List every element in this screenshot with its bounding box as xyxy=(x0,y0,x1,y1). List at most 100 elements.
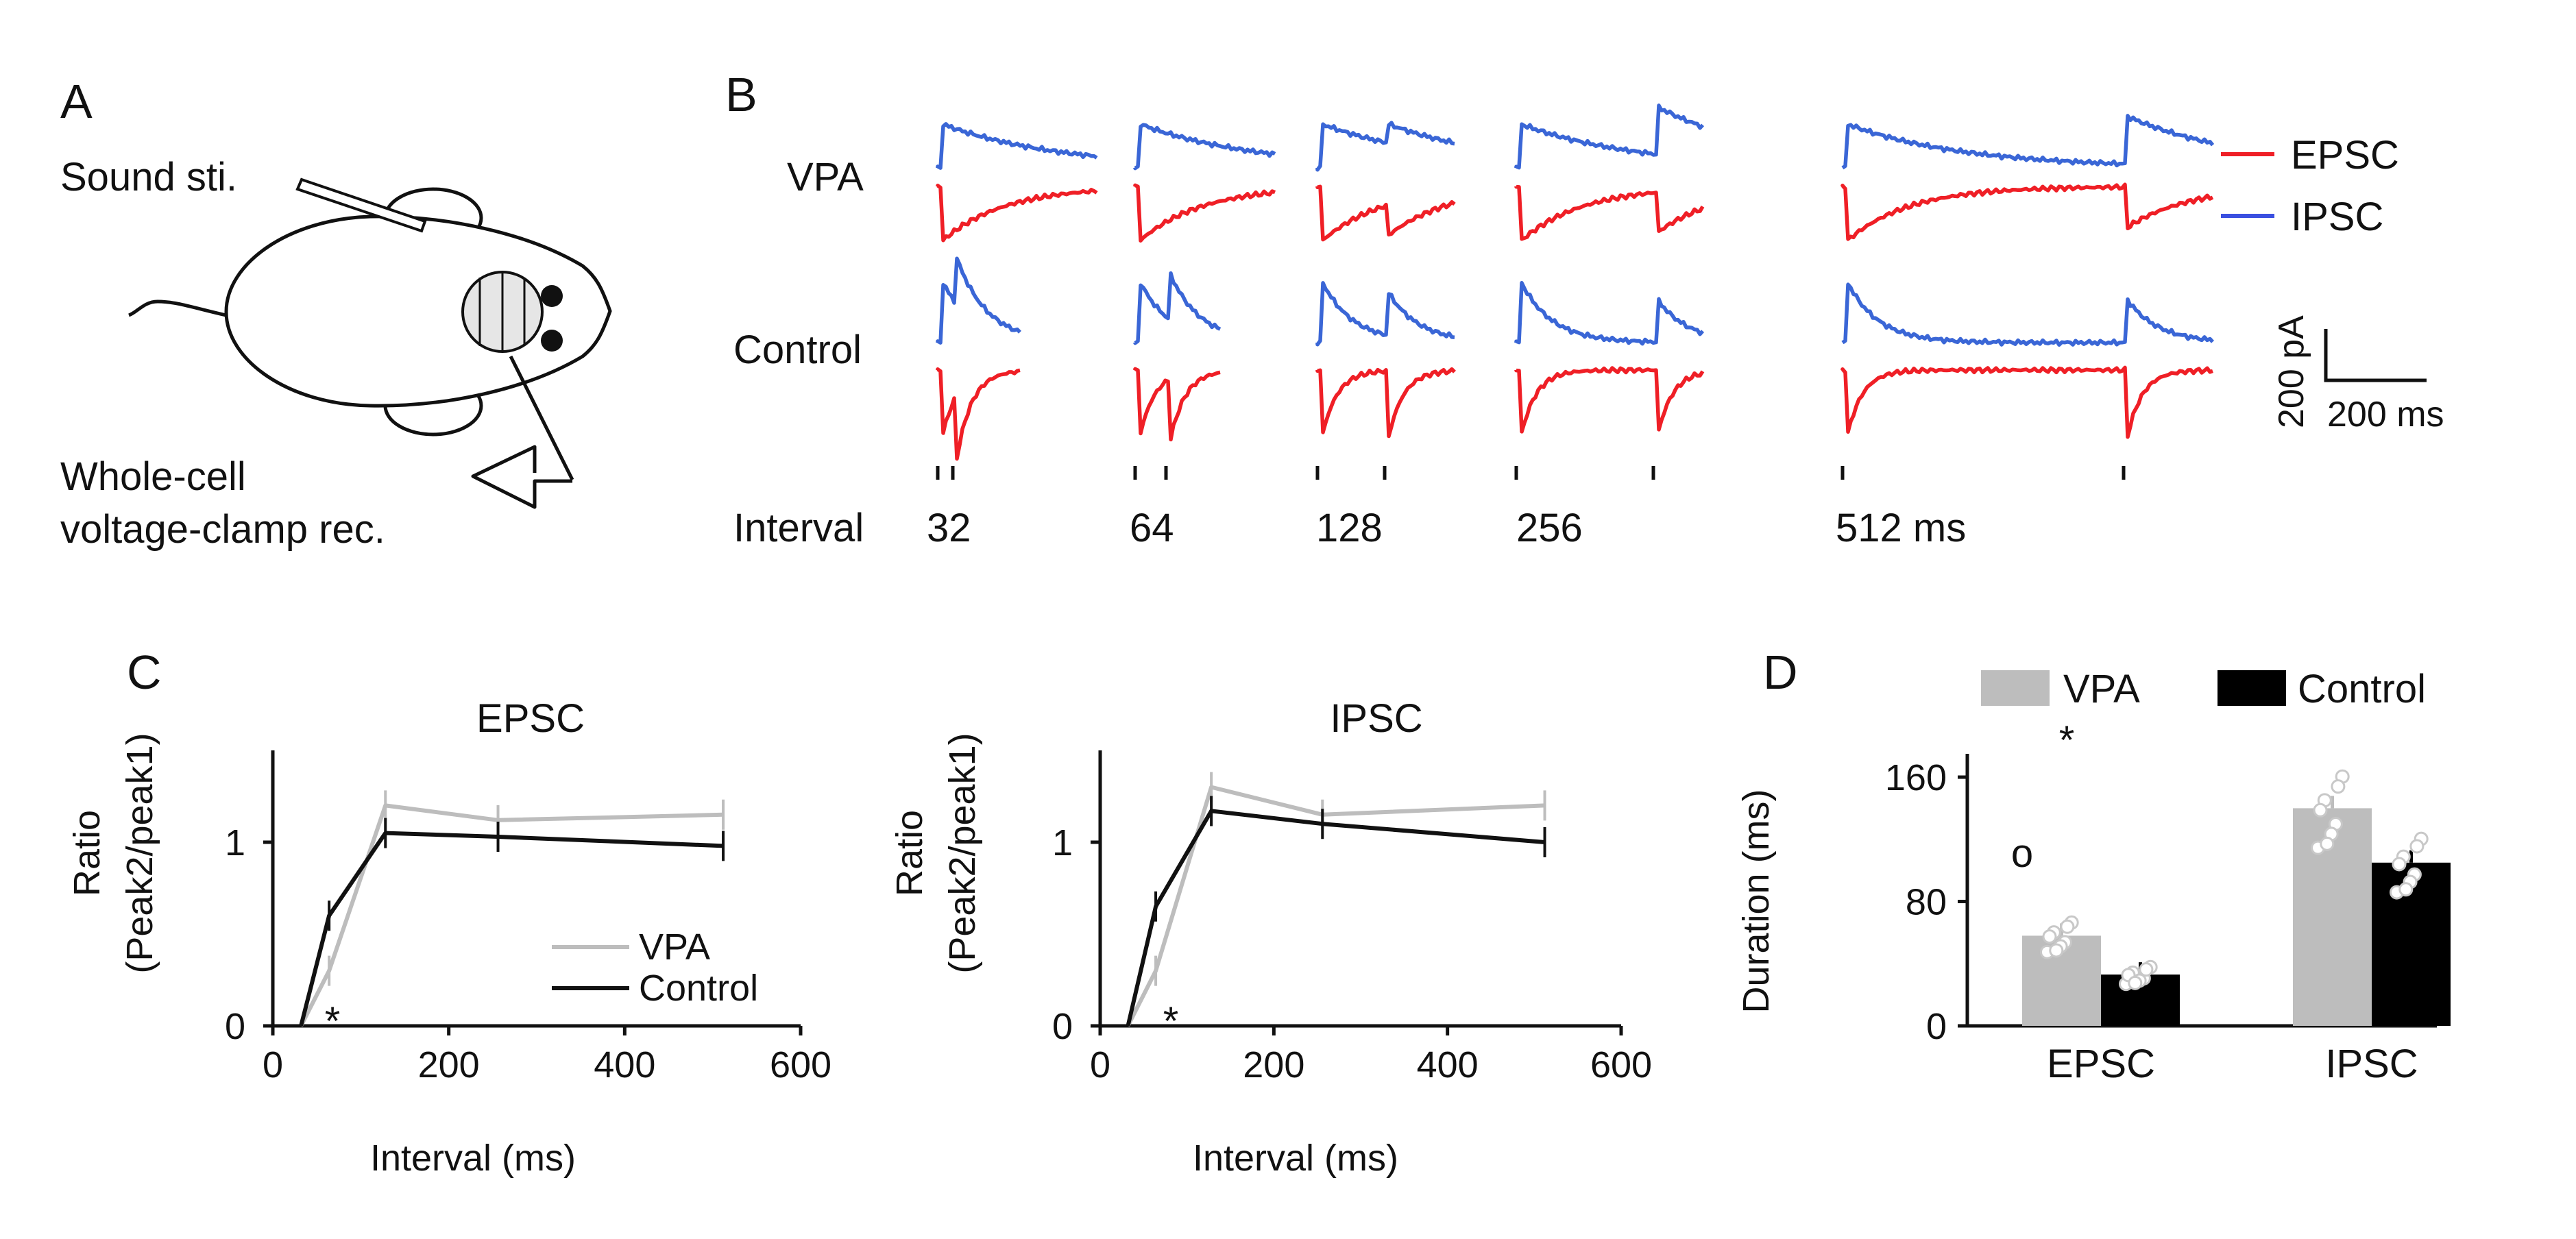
vpa-ipsc-trace xyxy=(1133,123,1276,171)
trace-legend: EPSC IPSC xyxy=(2221,133,2399,239)
outlier-marker: o xyxy=(2011,831,2033,876)
panel-label-b: B xyxy=(725,68,757,121)
y-tick-label: 1 xyxy=(1052,822,1073,863)
x-tick-label: 600 xyxy=(770,1044,831,1085)
epsc-ratio-chart: EPSC Ratio (Peak2/peak1) Interval (ms) *… xyxy=(66,696,831,1179)
vpa-ipsc-trace xyxy=(936,122,1098,170)
x-tick-label: 400 xyxy=(1417,1044,1479,1085)
vpa-epsc-trace xyxy=(1133,183,1276,243)
ipsc-xlabel: Interval (ms) xyxy=(1193,1138,1398,1179)
interval-512: 512 ms xyxy=(1836,506,1966,550)
data-point xyxy=(2313,802,2328,818)
panel-label-d: D xyxy=(1763,646,1798,699)
data-point xyxy=(2128,975,2143,990)
ipsc-ylabel-line1: Ratio xyxy=(889,810,930,896)
legend-control-swatch xyxy=(2217,670,2286,706)
x-tick-label: 0 xyxy=(1090,1044,1110,1085)
data-point xyxy=(2060,919,2075,934)
bar-chart-ylabel: Duration (ms) xyxy=(1736,789,1777,1013)
mouse-upper-eye xyxy=(541,285,563,307)
duration-bar-chart: VPA Control Duration (ms) * o 0 80 160 EPSC… xyxy=(1736,667,2451,1086)
vpa-epsc-trace xyxy=(1840,182,2214,241)
bar-chart-legend: VPA Control xyxy=(1981,667,2426,711)
stimulus-marks xyxy=(936,466,2126,480)
category-label: IPSC xyxy=(2325,1042,2418,1086)
vpa-epsc-trace xyxy=(1315,184,1456,242)
x-tick-label: 400 xyxy=(594,1044,655,1085)
y-tick-label: 80 xyxy=(1906,882,1947,923)
control-ipsc-trace xyxy=(1514,281,1705,346)
bar-legend-vpa-label: VPA xyxy=(2063,667,2140,711)
epsc-ylabel-line2: (Peak2/peak1) xyxy=(119,733,160,973)
mouse-body xyxy=(224,214,612,408)
x-tick-label: 0 xyxy=(263,1044,283,1085)
control-ipsc-trace xyxy=(1841,282,2215,347)
row-label-vpa: VPA xyxy=(787,155,864,199)
y-tick-label: 0 xyxy=(1926,1006,1947,1047)
data-point xyxy=(2139,962,2154,977)
y-tick-label: 160 xyxy=(1885,757,1947,798)
interval-32: 32 xyxy=(927,506,971,550)
x-tick-label: 600 xyxy=(1590,1044,1652,1085)
control-epsc-trace xyxy=(1133,367,1221,442)
ipsc-ylabel-line2: (Peak2/peak1) xyxy=(942,733,983,973)
bar-significance-star: * xyxy=(2059,718,2075,763)
mouse-illustration xyxy=(128,177,612,509)
vpa-ipsc-trace xyxy=(1315,121,1455,172)
control-epsc-trace xyxy=(936,367,1021,461)
ipsc-significance-star: * xyxy=(1163,999,1179,1044)
epsc-significance-star: * xyxy=(325,999,341,1044)
control-epsc-trace xyxy=(1514,366,1705,434)
y-tick-label: 0 xyxy=(225,1006,245,1047)
vpa-epsc-trace xyxy=(936,184,1098,243)
y-tick-label: 1 xyxy=(225,822,245,863)
panel-label-a: A xyxy=(60,75,93,128)
x-tick-label: 200 xyxy=(418,1044,480,1085)
mouse-lower-eye xyxy=(541,330,563,352)
control-ipsc-trace xyxy=(936,256,1021,345)
data-point xyxy=(2049,943,2064,958)
recording-electrode xyxy=(509,355,574,481)
interval-64: 64 xyxy=(1130,506,1174,550)
control-epsc-trace xyxy=(1840,365,2213,439)
epsc-chart-legend: VPA Control xyxy=(552,927,758,1009)
legend-vpa-swatch xyxy=(1981,670,2050,706)
mouse-tail xyxy=(128,299,227,317)
data-point xyxy=(2042,929,2057,944)
legend-epsc-label: EPSC xyxy=(2291,133,2399,177)
legend-vpa-label: VPA xyxy=(639,927,710,968)
legend-control-label: Control xyxy=(639,968,758,1009)
data-point xyxy=(2409,839,2425,854)
control-ipsc-trace xyxy=(1133,271,1222,345)
ipsc-chart-title: IPSC xyxy=(1330,696,1422,741)
control-ipsc-trace xyxy=(1315,281,1455,347)
scale-bar: 200 pA 200 ms xyxy=(2272,315,2444,434)
control-epsc-trace xyxy=(1315,367,1456,439)
recording-label-line2: voltage-clamp rec. xyxy=(60,507,385,552)
interval-128: 128 xyxy=(1316,506,1383,550)
category-label: EPSC xyxy=(2047,1042,2155,1086)
data-point xyxy=(2398,882,2414,897)
data-point xyxy=(2392,857,2407,872)
epsc-xlabel: Interval (ms) xyxy=(370,1138,576,1179)
epsc-chart-title: EPSC xyxy=(476,696,585,741)
sound-tube xyxy=(295,177,427,233)
panel-label-c: C xyxy=(127,646,162,699)
bar-legend-control-label: Control xyxy=(2298,667,2426,711)
y-tick-label: 0 xyxy=(1052,1006,1073,1047)
recording-pipette-arrow xyxy=(471,445,572,509)
vpa-ipsc-trace xyxy=(1514,103,1705,170)
vpa-epsc-trace xyxy=(1514,184,1705,241)
ipsc-ratio-chart: IPSC Ratio (Peak2/peak1) Interval (ms) *… xyxy=(889,696,1652,1179)
series-line-control xyxy=(1126,809,1545,1027)
interval-256: 256 xyxy=(1516,506,1583,550)
data-point xyxy=(2320,836,2335,851)
x-tick-label: 200 xyxy=(1243,1044,1304,1085)
scale-bar-y-label: 200 pA xyxy=(2272,315,2311,428)
recording-label-line1: Whole-cell xyxy=(60,454,246,499)
vpa-ipsc-trace xyxy=(1841,114,2215,170)
sound-stimulus-label: Sound sti. xyxy=(60,155,237,199)
row-label-control: Control xyxy=(733,328,862,372)
legend-ipsc-label: IPSC xyxy=(2291,195,2383,239)
